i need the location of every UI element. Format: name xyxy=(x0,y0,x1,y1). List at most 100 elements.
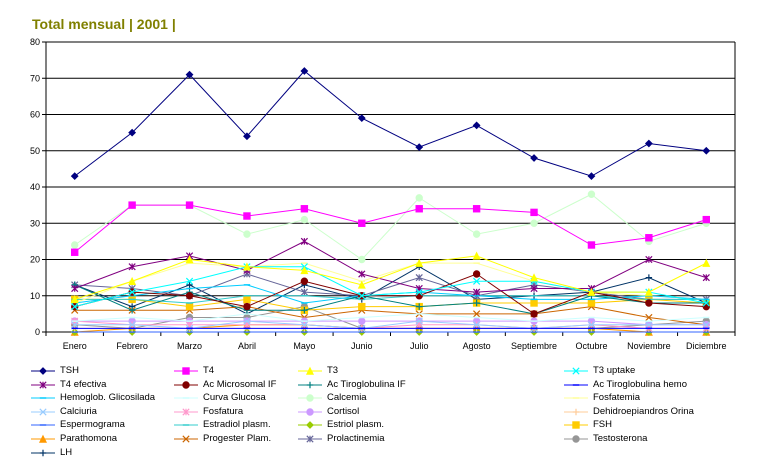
y-axis: 0 10 20 30 40 50 60 70 80 xyxy=(30,37,47,337)
y-tick-label: 20 xyxy=(30,255,40,265)
series-lh xyxy=(71,263,710,318)
series-line xyxy=(74,273,707,315)
legend-label: Fosfatemia xyxy=(593,392,640,404)
data-point xyxy=(300,288,308,296)
legend-marker xyxy=(39,367,47,375)
data-point xyxy=(473,321,481,329)
data-point xyxy=(300,321,308,329)
data-point xyxy=(530,310,538,318)
data-point xyxy=(473,288,481,296)
series-line xyxy=(74,70,707,177)
legend-swatch xyxy=(174,435,198,443)
data-point xyxy=(300,266,309,275)
line-chart: 0 10 20 30 40 50 60 70 80 Enero Febrero Marzo Abril… xyxy=(30,37,736,351)
legend-label: T4 efectiva xyxy=(60,378,107,390)
x-tick-label: Junio xyxy=(351,341,373,351)
data-point xyxy=(702,302,710,311)
legend-marker xyxy=(306,435,314,443)
legend-label: Cortisol xyxy=(327,405,360,417)
y-tick-label: 40 xyxy=(30,182,40,192)
data-point xyxy=(645,313,653,322)
y-tick-label: 60 xyxy=(30,110,40,120)
legend-marker xyxy=(39,408,47,416)
legend-marker xyxy=(306,381,314,388)
y-tick-label: 30 xyxy=(30,218,40,228)
legend-marker xyxy=(572,408,580,415)
legend-label: Prolactinemia xyxy=(327,433,385,444)
legend-label: T3 xyxy=(327,365,339,376)
data-point xyxy=(473,299,480,307)
y-tick-label: 10 xyxy=(30,291,40,301)
legend-marker xyxy=(306,394,314,402)
data-point xyxy=(300,277,309,285)
legend-marker xyxy=(182,408,190,416)
data-point xyxy=(128,263,136,271)
data-point xyxy=(702,274,710,282)
legend-swatch xyxy=(564,435,588,443)
legend-label: Progester Plam. xyxy=(203,433,272,444)
data-point xyxy=(128,307,136,314)
data-point xyxy=(415,194,423,202)
series-line xyxy=(74,204,707,253)
data-point xyxy=(128,128,137,137)
legend-swatch xyxy=(564,383,588,386)
legend-label: T3 uptake xyxy=(593,365,636,376)
series-line xyxy=(74,320,707,326)
x-tick-label: Noviembre xyxy=(627,341,671,351)
data-point xyxy=(415,274,423,282)
data-point xyxy=(128,288,136,296)
legend-marker xyxy=(182,380,190,389)
series-line xyxy=(74,295,707,304)
x-tick-label: Febrero xyxy=(116,341,148,351)
legend-marker xyxy=(182,435,190,443)
data-point xyxy=(300,205,309,213)
data-point xyxy=(415,288,423,296)
data-point xyxy=(702,215,710,224)
legend-swatch xyxy=(298,381,322,388)
legend-label: FSH xyxy=(593,419,612,431)
legend-label: Estriol plasm. xyxy=(327,419,385,431)
data-point xyxy=(645,299,653,307)
data-point xyxy=(645,321,653,329)
legend-swatch xyxy=(31,380,55,389)
legend-label: LH xyxy=(60,446,73,458)
data-point xyxy=(185,70,194,79)
x-tick-label: Septiembre xyxy=(511,341,557,351)
data-point xyxy=(358,270,366,278)
data-point xyxy=(645,234,653,242)
data-point xyxy=(644,287,653,296)
legend-label: Testosterona xyxy=(593,433,648,444)
legend-marker xyxy=(39,380,47,389)
series-tsh xyxy=(70,67,711,181)
data-point xyxy=(71,248,79,256)
data-point xyxy=(644,139,653,148)
data-point xyxy=(185,255,194,264)
data-point xyxy=(358,255,366,264)
data-point xyxy=(185,302,194,311)
data-point xyxy=(587,241,596,249)
series-t4 xyxy=(71,201,710,256)
legend-swatch xyxy=(298,394,322,402)
data-point xyxy=(128,321,136,329)
y-tick-label: 80 xyxy=(30,37,40,47)
legend-swatch xyxy=(31,367,55,375)
data-point xyxy=(415,205,423,213)
legend-label: Fosfatura xyxy=(203,405,244,417)
data-point xyxy=(358,302,366,311)
legend-swatch xyxy=(564,397,588,399)
legend-label: Calcemia xyxy=(327,392,367,404)
data-point xyxy=(358,292,366,300)
series-line xyxy=(74,284,707,315)
data-point xyxy=(71,284,79,293)
data-point xyxy=(587,190,596,198)
data-point xyxy=(186,281,193,289)
legend-swatch xyxy=(298,408,322,416)
legend-label: Parathomona xyxy=(60,433,118,444)
x-tick-label: Julio xyxy=(410,341,429,351)
data-point xyxy=(702,258,711,267)
legend-swatch xyxy=(174,397,198,399)
legend-marker xyxy=(182,367,190,375)
legend-label: TSH xyxy=(60,365,79,376)
data-point xyxy=(702,321,710,329)
legend-marker xyxy=(572,367,580,375)
